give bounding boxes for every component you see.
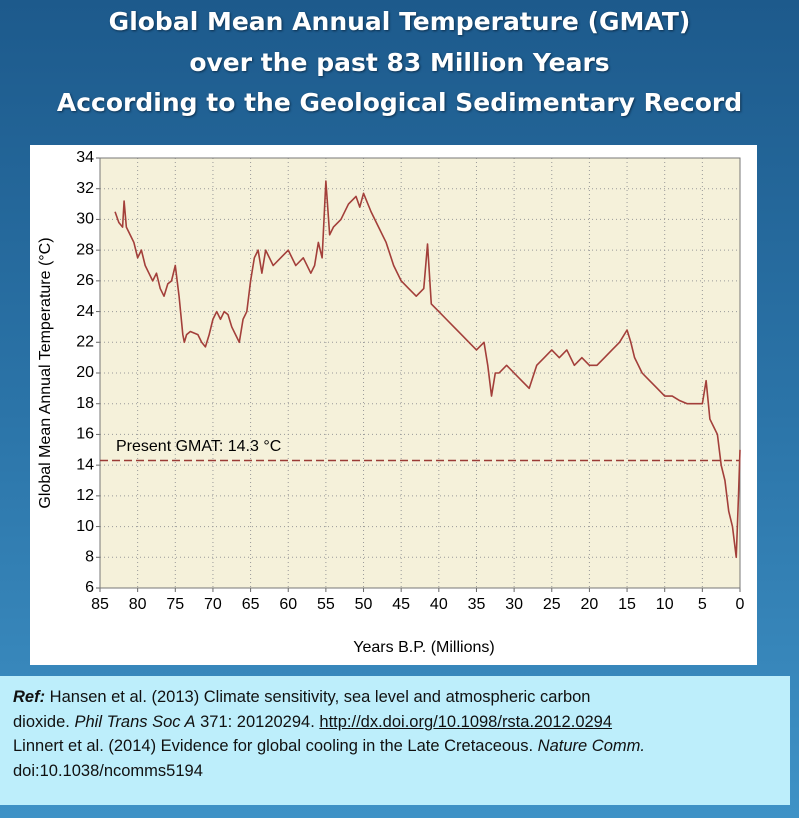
ref-journal: Nature Comm.: [537, 737, 645, 755]
x-tick-label: 85: [91, 596, 109, 613]
y-tick-label: 14: [76, 456, 94, 473]
x-tick-label: 5: [698, 596, 707, 613]
y-tick-label: 34: [76, 149, 94, 166]
ref-text: Linnert et al. (2014) Evidence for globa…: [13, 737, 538, 755]
x-tick-label: 55: [317, 596, 335, 613]
title-block: Global Mean Annual Temperature (GMAT) ov…: [0, 2, 799, 124]
y-tick-label: 18: [76, 395, 94, 412]
ref-label: Ref:: [13, 688, 46, 706]
y-tick-label: 24: [76, 303, 94, 320]
x-tick-label: 75: [166, 596, 184, 613]
x-tick-label: 50: [355, 596, 373, 613]
ref-text: 371: 20120294.: [195, 712, 320, 731]
y-tick-label: 26: [76, 272, 94, 289]
ref-line: Ref: Hansen et al. (2013) Climate sensit…: [13, 685, 778, 710]
x-tick-label: 35: [468, 596, 486, 613]
x-tick-label: 30: [505, 596, 523, 613]
ref-journal: Phil Trans Soc A: [74, 712, 196, 731]
ref-text: doi:10.1038/ncomms5194: [13, 761, 203, 780]
title-line: over the past 83 Million Years: [189, 47, 610, 77]
x-tick-label: 70: [204, 596, 222, 613]
x-tick-label: 25: [543, 596, 561, 613]
y-tick-label: 12: [76, 487, 94, 504]
y-axis-label: Global Mean Annual Temperature (°C): [37, 237, 54, 508]
y-tick-label: 28: [76, 241, 94, 258]
y-tick-label: 22: [76, 334, 94, 351]
ref-line: dioxide. Phil Trans Soc A 371: 20120294.…: [13, 710, 778, 735]
title-line: Global Mean Annual Temperature (GMAT): [108, 7, 691, 36]
y-tick-label: 16: [76, 426, 94, 443]
x-tick-label: 15: [618, 596, 636, 613]
y-tick-label: 20: [76, 364, 94, 381]
x-tick-label: 80: [129, 596, 147, 613]
y-tick-label: 6: [85, 579, 94, 596]
ref-line: doi:10.1038/ncomms5194: [13, 759, 778, 784]
y-tick-label: 10: [76, 518, 94, 535]
ref-text: dioxide.: [13, 712, 75, 731]
reference-label: Present GMAT: 14.3 °C: [116, 438, 281, 455]
chart: Years B.P. (Millions) Global Mean Annual…: [30, 145, 757, 665]
ref-text: Hansen et al. (2013) Climate sensitivity…: [45, 688, 591, 706]
y-tick-label: 30: [76, 211, 94, 228]
x-tick-label: 45: [392, 596, 410, 613]
x-tick-label: 20: [581, 596, 599, 613]
y-tick-label: 8: [85, 549, 94, 566]
x-tick-label: 40: [430, 596, 448, 613]
x-axis-label: Years B.P. (Millions): [353, 639, 494, 656]
x-tick-label: 60: [279, 596, 297, 613]
plot-border: [99, 157, 741, 589]
x-tick-label: 0: [736, 596, 745, 613]
ref-line: Linnert et al. (2014) Evidence for globa…: [13, 734, 778, 759]
reference-box: Ref: Hansen et al. (2013) Climate sensit…: [0, 676, 790, 805]
title-line: According to the Geological Sedimentary …: [56, 88, 743, 117]
y-tick-label: 32: [76, 180, 94, 197]
x-tick-label: 10: [656, 596, 674, 613]
data-line: [114, 180, 741, 559]
ref-link[interactable]: http://dx.doi.org/10.1098/rsta.2012.0294: [319, 712, 613, 731]
x-tick-label: 65: [242, 596, 260, 613]
